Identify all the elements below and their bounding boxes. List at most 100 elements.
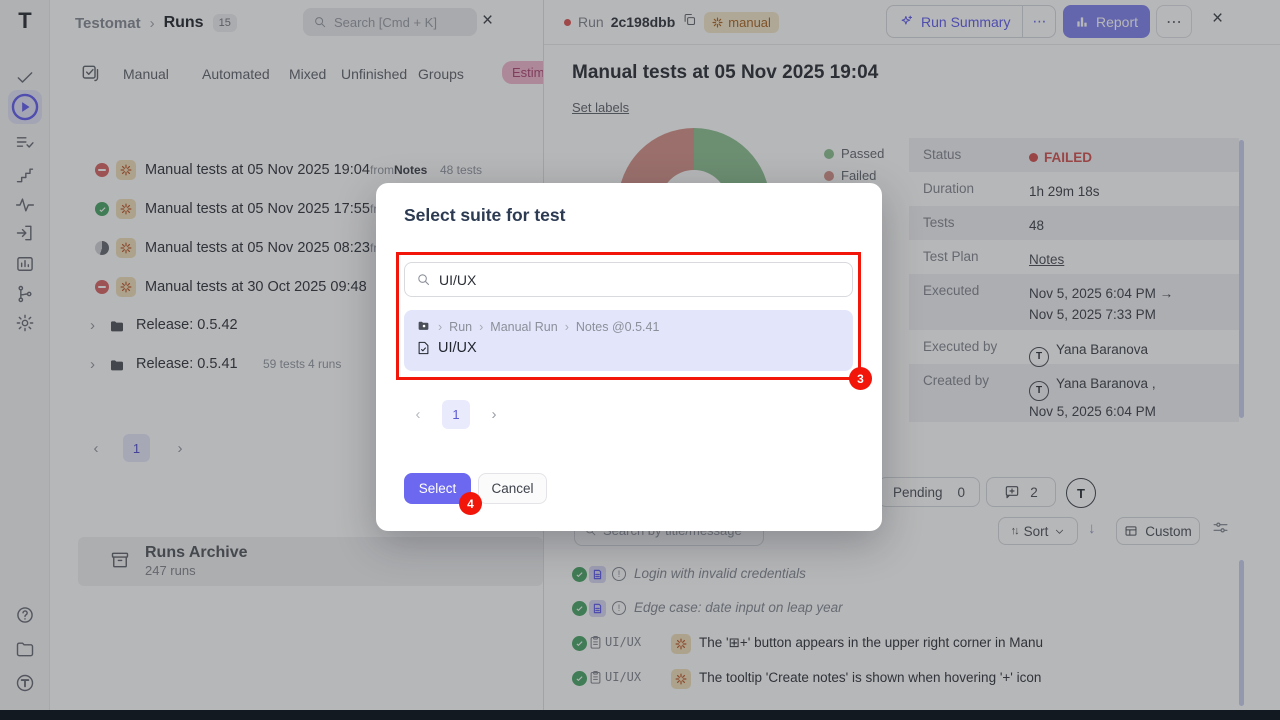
stats-scrollbar[interactable] — [1239, 140, 1244, 418]
archive-count: 247 runs — [145, 563, 196, 578]
sort-button[interactable]: ↑↓ Sort — [998, 517, 1078, 545]
firework-icon — [712, 16, 723, 28]
test-plans-icon[interactable] — [14, 131, 36, 153]
release-folder-row[interactable]: › Release: 0.5.41 59 tests 4 runs — [50, 345, 543, 383]
report-button[interactable]: Report — [1063, 5, 1151, 38]
close-detail-icon[interactable]: × — [1212, 8, 1224, 29]
legend-passed: Passed — [824, 146, 884, 161]
run-summary-button-group: Run Summary ⋯ — [886, 5, 1057, 38]
assignee-avatar[interactable]: T — [1066, 478, 1096, 508]
suite-name: UI/UX — [438, 340, 477, 356]
runs-search[interactable] — [303, 8, 477, 36]
passed-check-icon — [572, 567, 587, 582]
page-number[interactable]: 1 — [442, 400, 470, 429]
projects-icon[interactable] — [14, 638, 36, 660]
breadcrumb-app[interactable]: Testomat — [75, 14, 141, 32]
run-from-label: from — [370, 163, 394, 177]
test-row[interactable]: UI/UX The tooltip 'Create notes' is show… — [544, 662, 1280, 695]
tab-automated[interactable]: Automated — [202, 66, 270, 82]
test-row[interactable]: ! Edge case: date input on leap year — [544, 592, 1280, 625]
runs-archive[interactable]: Runs Archive 247 runs — [78, 537, 543, 586]
search-icon — [418, 274, 430, 286]
folder-icon — [108, 357, 126, 371]
failed-status-icon — [95, 163, 109, 177]
suite-result-row[interactable]: › Run › Manual Run › Notes @0.5.41 UI/UX — [404, 310, 853, 371]
test-row[interactable]: UI/UX The '⊞+' button appears in the upp… — [544, 627, 1280, 660]
annotation-step-4: 4 — [459, 492, 482, 515]
modal-pagination: ‹ 1 › — [406, 400, 506, 429]
note-icon — [589, 566, 606, 583]
comments-count: 2 — [1030, 484, 1038, 500]
tab-manual[interactable]: Manual — [123, 66, 169, 82]
milestones-icon[interactable] — [14, 164, 36, 186]
passed-status-icon — [95, 202, 109, 216]
run-row[interactable]: Manual tests at 05 Nov 2025 19:04 from N… — [50, 151, 543, 189]
close-panel-icon[interactable]: × — [482, 10, 494, 31]
settings-icon[interactable] — [14, 312, 36, 334]
run-summary-more-icon[interactable]: ⋯ — [1032, 13, 1047, 29]
run-title: Manual tests at 05 Nov 2025 19:04 — [145, 162, 370, 178]
tab-mixed[interactable]: Mixed — [289, 66, 327, 82]
run-summary-button[interactable]: Run Summary — [887, 6, 1022, 37]
clipboard-icon — [588, 669, 603, 691]
folder-title: Release: 0.5.41 — [136, 356, 238, 372]
select-all-icon[interactable] — [80, 63, 100, 83]
sort-direction-icon[interactable]: ↓ — [1088, 520, 1096, 537]
folder-title: Release: 0.5.42 — [136, 317, 238, 333]
chevron-right-icon[interactable]: › — [90, 355, 95, 373]
annotation-rectangle — [396, 252, 861, 380]
executed-by-value: Yana Baranova — [1056, 342, 1149, 357]
cancel-button[interactable]: Cancel — [478, 473, 547, 504]
runs-icon[interactable] — [8, 90, 42, 124]
pending-count: 0 — [957, 484, 965, 500]
sort-arrows-icon: ↑↓ — [1010, 525, 1020, 537]
next-page-icon[interactable]: › — [177, 439, 183, 457]
page-number[interactable]: 1 — [123, 434, 150, 462]
suite-label: UI/UX — [605, 670, 642, 684]
failed-status-icon — [95, 280, 109, 294]
test-plan-link[interactable]: Notes — [1029, 252, 1065, 267]
branches-icon[interactable] — [14, 283, 36, 305]
passed-check-icon — [572, 671, 587, 686]
reports-icon[interactable] — [14, 253, 36, 275]
test-row[interactable]: ! Login with invalid credentials — [544, 558, 1280, 591]
prev-page-icon[interactable]: ‹ — [93, 439, 99, 457]
pending-filter-button[interactable]: Pending 0 — [878, 477, 980, 507]
passed-check-icon — [572, 601, 587, 616]
run-plan-link[interactable]: Notes — [394, 163, 428, 177]
copy-icon[interactable] — [682, 12, 697, 32]
chevron-right-icon[interactable]: › — [90, 316, 95, 334]
passed-legend-dot — [824, 148, 834, 159]
firework-icon — [671, 669, 691, 689]
tests-scrollbar[interactable] — [1239, 560, 1244, 706]
custom-view-button[interactable]: Custom — [1116, 517, 1200, 545]
bar-chart-icon — [1077, 16, 1087, 27]
tab-groups[interactable]: Groups — [418, 66, 464, 82]
tab-unfinished[interactable]: Unfinished — [341, 66, 408, 82]
tab-estimate-badge[interactable]: Estim — [502, 61, 543, 84]
set-labels-link[interactable]: Set labels — [572, 100, 630, 115]
analytics-icon[interactable] — [14, 194, 36, 216]
clipboard-icon — [588, 634, 603, 656]
suite-doc-icon — [418, 341, 429, 355]
run-id: 2c198dbb — [610, 14, 676, 30]
chevron-down-icon — [1056, 529, 1064, 534]
more-actions-icon[interactable]: ⋯ — [1156, 5, 1192, 38]
release-folder-row[interactable]: › Release: 0.5.42 — [50, 306, 543, 344]
comments-button[interactable]: 2 — [986, 477, 1056, 507]
sliders-icon[interactable] — [1212, 519, 1229, 541]
account-avatar[interactable] — [14, 672, 36, 694]
suite-search[interactable] — [404, 262, 853, 297]
prev-page-icon[interactable]: ‹ — [415, 406, 421, 423]
tests-icon[interactable] — [14, 66, 36, 88]
test-title: The '⊞+' button appears in the upper rig… — [699, 635, 1044, 650]
archive-icon — [110, 550, 130, 575]
next-page-icon[interactable]: › — [491, 406, 497, 423]
run-row[interactable]: Manual tests at 30 Oct 2025 09:48 — [50, 268, 543, 306]
help-icon[interactable] — [14, 604, 36, 626]
import-icon[interactable] — [14, 222, 36, 244]
runs-search-input[interactable] — [334, 14, 467, 30]
firework-icon — [671, 634, 691, 654]
suite-search-input[interactable] — [439, 271, 841, 288]
